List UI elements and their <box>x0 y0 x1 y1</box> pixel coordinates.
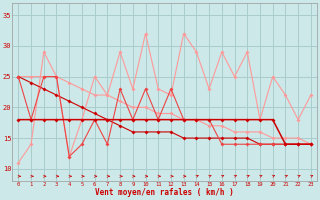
X-axis label: Vent moyen/en rafales ( km/h ): Vent moyen/en rafales ( km/h ) <box>95 188 234 197</box>
